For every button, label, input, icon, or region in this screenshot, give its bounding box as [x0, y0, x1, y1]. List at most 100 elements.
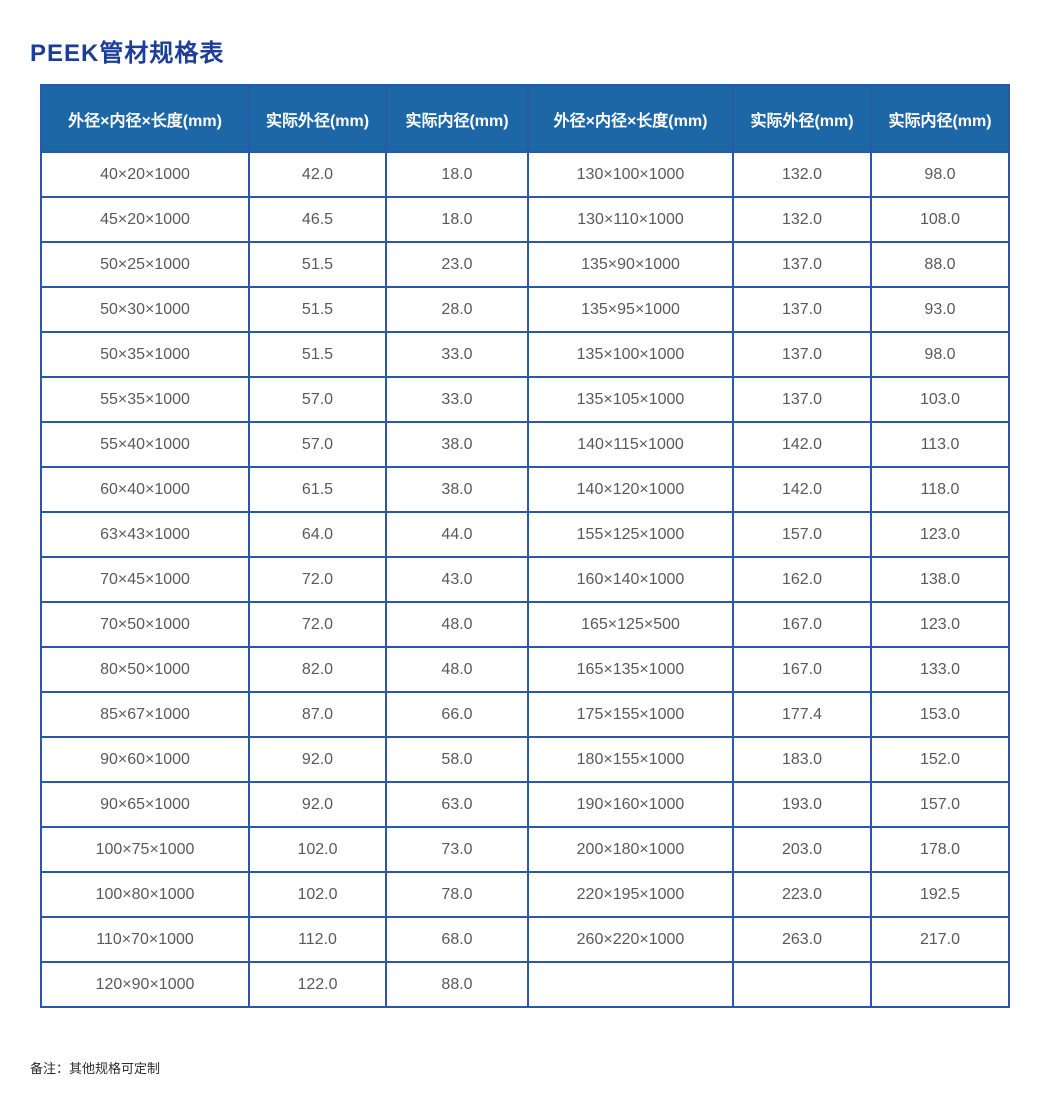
cell: 48.0	[385, 646, 529, 693]
header-cell: 实际内径(mm)	[385, 84, 529, 153]
cell: 63.0	[385, 781, 529, 828]
header-cell: 实际外径(mm)	[732, 84, 872, 153]
cell: 190×160×1000	[527, 781, 734, 828]
cell: 72.0	[248, 601, 387, 648]
cell: 140×120×1000	[527, 466, 734, 513]
cell: 70×45×1000	[40, 556, 250, 603]
cell: 220×195×1000	[527, 871, 734, 918]
cell: 70×50×1000	[40, 601, 250, 648]
cell: 110×70×1000	[40, 916, 250, 963]
table-row: 90×60×1000 92.0 58.0 180×155×1000 183.0 152.0	[40, 736, 1010, 783]
cell: 72.0	[248, 556, 387, 603]
table-body: 40×20×1000 42.0 18.0 130×100×1000 132.0 98.0 4…	[40, 151, 1010, 1008]
cell: 102.0	[248, 871, 387, 918]
cell: 152.0	[870, 736, 1010, 783]
cell: 155×125×1000	[527, 511, 734, 558]
table-row: 外径×内径×长度(mm) 实际外径(mm) 实际内径(mm) 外径×内径×长度(mm)…	[40, 84, 1010, 153]
cell: 85×67×1000	[40, 691, 250, 738]
cell: 50×30×1000	[40, 286, 250, 333]
cell: 200×180×1000	[527, 826, 734, 873]
cell: 80×50×1000	[40, 646, 250, 693]
cell: 140×115×1000	[527, 421, 734, 468]
cell: 58.0	[385, 736, 529, 783]
table-row: 100×80×1000 102.0 78.0 220×195×1000 223.0 192…	[40, 871, 1010, 918]
table-row: 60×40×1000 61.5 38.0 140×120×1000 142.0 118.0	[40, 466, 1010, 513]
table-row: 63×43×1000 64.0 44.0 155×125×1000 157.0 123.0	[40, 511, 1010, 558]
cell: 192.5	[870, 871, 1010, 918]
cell: 183.0	[732, 736, 872, 783]
cell: 142.0	[732, 421, 872, 468]
cell: 118.0	[870, 466, 1010, 513]
footnote: 备注：其他规格可定制	[30, 1061, 161, 1076]
cell: 18.0	[385, 151, 529, 198]
cell: 177.4	[732, 691, 872, 738]
cell: 43.0	[385, 556, 529, 603]
cell: 142.0	[732, 466, 872, 513]
cell: 68.0	[385, 916, 529, 963]
cell: 45×20×1000	[40, 196, 250, 243]
header-cell: 实际外径(mm)	[248, 84, 387, 153]
table-row: 70×45×1000 72.0 43.0 160×140×1000 162.0 138.0	[40, 556, 1010, 603]
cell: 18.0	[385, 196, 529, 243]
cell: 180×155×1000	[527, 736, 734, 783]
cell: 113.0	[870, 421, 1010, 468]
table-header-row: 外径×内径×长度(mm) 实际外径(mm) 实际内径(mm) 外径×内径×长度(mm)…	[40, 84, 1010, 153]
cell: 160×140×1000	[527, 556, 734, 603]
cell: 73.0	[385, 826, 529, 873]
cell: 108.0	[870, 196, 1010, 243]
cell: 138.0	[870, 556, 1010, 603]
cell: 40×20×1000	[40, 151, 250, 198]
table-row: 90×65×1000 92.0 63.0 190×160×1000 193.0 157.0	[40, 781, 1010, 828]
cell: 50×35×1000	[40, 331, 250, 378]
cell: 103.0	[870, 376, 1010, 423]
cell: 66.0	[385, 691, 529, 738]
cell: 178.0	[870, 826, 1010, 873]
header-cell: 外径×内径×长度(mm)	[40, 84, 250, 153]
cell: 217.0	[870, 916, 1010, 963]
cell: 88.0	[870, 241, 1010, 288]
cell: 137.0	[732, 331, 872, 378]
table-row: 50×30×1000 51.5 28.0 135×95×1000 137.0 93.0	[40, 286, 1010, 333]
cell: 123.0	[870, 601, 1010, 648]
cell: 28.0	[385, 286, 529, 333]
cell: 50×25×1000	[40, 241, 250, 288]
cell: 102.0	[248, 826, 387, 873]
cell: 165×125×500	[527, 601, 734, 648]
table-row: 50×35×1000 51.5 33.0 135×100×1000 137.0 98.0	[40, 331, 1010, 378]
page-title: PEEK管材规格表	[30, 40, 225, 67]
table-row: 70×50×1000 72.0 48.0 165×125×500 167.0 123.0	[40, 601, 1010, 648]
cell: 57.0	[248, 421, 387, 468]
cell: 100×75×1000	[40, 826, 250, 873]
cell: 51.5	[248, 241, 387, 288]
cell: 55×35×1000	[40, 376, 250, 423]
table-row: 55×40×1000 57.0 38.0 140×115×1000 142.0 113.0	[40, 421, 1010, 468]
cell: 122.0	[248, 961, 387, 1008]
cell: 82.0	[248, 646, 387, 693]
cell: 44.0	[385, 511, 529, 558]
cell: 38.0	[385, 466, 529, 513]
cell: 98.0	[870, 331, 1010, 378]
table-row: 45×20×1000 46.5 18.0 130×110×1000 132.0 108.0	[40, 196, 1010, 243]
cell: 87.0	[248, 691, 387, 738]
cell: 130×100×1000	[527, 151, 734, 198]
cell: 167.0	[732, 646, 872, 693]
cell: 88.0	[385, 961, 529, 1008]
cell: 193.0	[732, 781, 872, 828]
cell: 60×40×1000	[40, 466, 250, 513]
cell: 137.0	[732, 376, 872, 423]
cell: 162.0	[732, 556, 872, 603]
cell: 153.0	[870, 691, 1010, 738]
cell: 157.0	[870, 781, 1010, 828]
cell: 223.0	[732, 871, 872, 918]
cell: 132.0	[732, 196, 872, 243]
cell: 137.0	[732, 286, 872, 333]
cell: 61.5	[248, 466, 387, 513]
cell	[732, 961, 872, 1008]
header-cell: 实际内径(mm)	[870, 84, 1010, 153]
table-row: 85×67×1000 87.0 66.0 175×155×1000 177.4 153.0	[40, 691, 1010, 738]
cell: 33.0	[385, 376, 529, 423]
header-cell: 外径×内径×长度(mm)	[527, 84, 734, 153]
cell: 175×155×1000	[527, 691, 734, 738]
cell: 38.0	[385, 421, 529, 468]
